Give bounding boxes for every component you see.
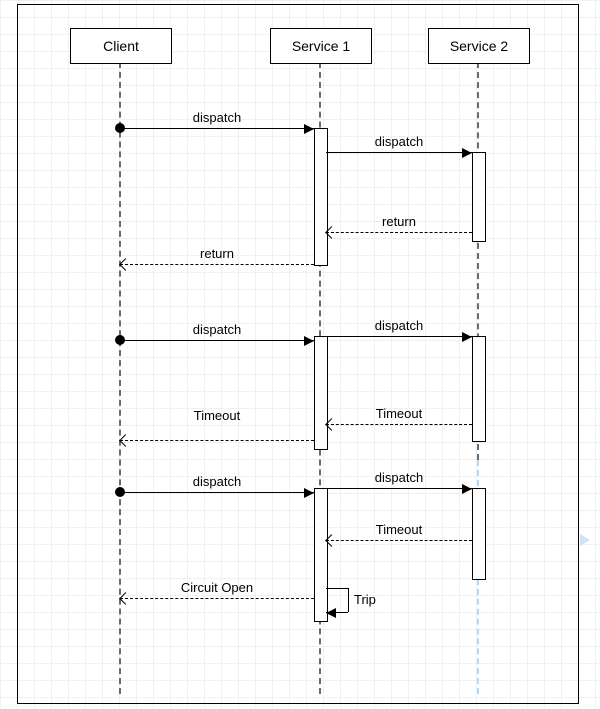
- self-message-sm1: Trip: [0, 0, 600, 709]
- self-message-label-sm1: Trip: [354, 592, 376, 607]
